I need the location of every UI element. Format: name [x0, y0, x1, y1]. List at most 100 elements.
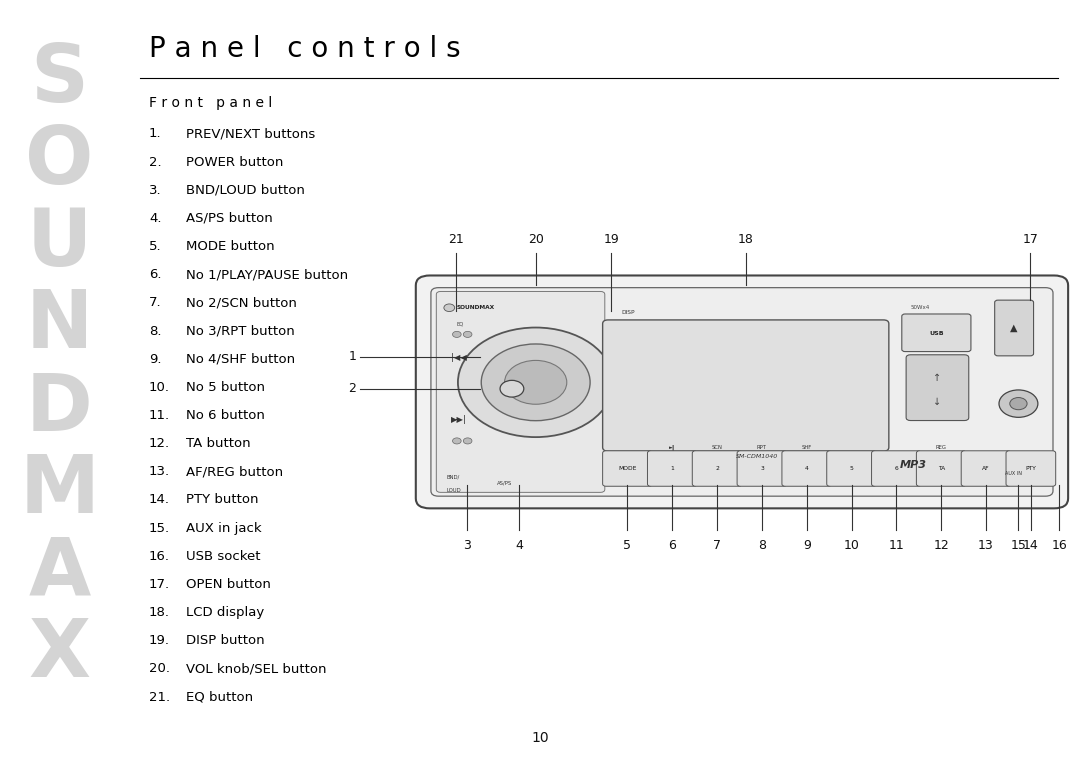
Text: 7: 7	[713, 539, 721, 552]
Text: 13: 13	[978, 539, 994, 552]
Text: MP3: MP3	[900, 460, 927, 470]
Text: 21.: 21.	[149, 690, 171, 704]
Circle shape	[482, 344, 590, 421]
Text: 11.: 11.	[149, 409, 171, 422]
Text: VOL knob/SEL button: VOL knob/SEL button	[186, 662, 326, 676]
Text: 8.: 8.	[149, 324, 162, 338]
Text: 3.: 3.	[149, 183, 162, 197]
Text: SOUNDMAX: SOUNDMAX	[457, 305, 495, 310]
Text: 10: 10	[843, 539, 860, 552]
Circle shape	[453, 438, 461, 444]
Text: 10.: 10.	[149, 380, 170, 394]
Text: 5: 5	[623, 539, 632, 552]
Text: PREV/NEXT buttons: PREV/NEXT buttons	[186, 127, 315, 141]
Text: 2: 2	[715, 466, 719, 471]
Text: 6: 6	[669, 539, 676, 552]
Circle shape	[999, 390, 1038, 417]
Text: 50Wx4: 50Wx4	[910, 305, 930, 310]
Text: PTY: PTY	[1025, 466, 1037, 471]
Text: 4: 4	[515, 539, 524, 552]
Text: BND/: BND/	[446, 475, 459, 479]
Text: 7.: 7.	[149, 296, 162, 310]
Circle shape	[453, 331, 461, 337]
Text: 6.: 6.	[149, 268, 162, 282]
Circle shape	[444, 304, 455, 311]
Text: ▲: ▲	[1011, 323, 1017, 333]
Circle shape	[463, 331, 472, 337]
Text: SCN: SCN	[712, 445, 723, 450]
Text: M: M	[19, 452, 99, 530]
FancyBboxPatch shape	[782, 451, 832, 486]
Text: 3: 3	[462, 539, 471, 552]
Text: X: X	[28, 616, 91, 694]
Text: LOUD: LOUD	[446, 489, 461, 493]
Text: USB: USB	[929, 331, 944, 336]
Text: 15: 15	[1011, 539, 1026, 552]
Text: EQ button: EQ button	[186, 690, 253, 704]
Text: 11: 11	[889, 539, 904, 552]
Text: 5: 5	[850, 466, 853, 471]
Text: LCD display: LCD display	[186, 606, 264, 619]
Text: No 2/SCN button: No 2/SCN button	[186, 296, 297, 310]
FancyBboxPatch shape	[917, 451, 967, 486]
FancyBboxPatch shape	[872, 451, 921, 486]
Text: 10: 10	[531, 731, 549, 745]
Text: AF: AF	[982, 466, 990, 471]
Text: N: N	[26, 288, 93, 365]
Text: P a n e l   c o n t r o l s: P a n e l c o n t r o l s	[149, 35, 461, 62]
Text: No 1/PLAY/PAUSE button: No 1/PLAY/PAUSE button	[186, 268, 348, 282]
Text: SHF: SHF	[801, 445, 812, 450]
Text: 14.: 14.	[149, 493, 170, 507]
Text: 17: 17	[1023, 233, 1038, 247]
Text: 19.: 19.	[149, 634, 170, 648]
Text: No 5 button: No 5 button	[186, 380, 265, 394]
Text: 5.: 5.	[149, 240, 162, 253]
Text: MODE button: MODE button	[186, 240, 274, 253]
FancyBboxPatch shape	[648, 451, 698, 486]
Text: 3: 3	[760, 466, 764, 471]
Text: 1: 1	[349, 350, 356, 363]
Text: 19: 19	[604, 233, 619, 247]
Text: 20: 20	[528, 233, 543, 247]
Text: BND/LOUD button: BND/LOUD button	[186, 183, 305, 197]
Text: 16.: 16.	[149, 549, 170, 563]
Text: 4.: 4.	[149, 212, 162, 225]
Text: TA button: TA button	[186, 437, 251, 451]
Text: 1.: 1.	[149, 127, 162, 141]
FancyBboxPatch shape	[416, 275, 1068, 508]
Circle shape	[458, 327, 613, 437]
Text: 13.: 13.	[149, 465, 171, 479]
Text: AS/PS button: AS/PS button	[186, 212, 272, 225]
Text: 16: 16	[1052, 539, 1067, 552]
Text: D: D	[26, 370, 93, 447]
Text: No 3/RPT button: No 3/RPT button	[186, 324, 295, 338]
Text: MODE: MODE	[618, 466, 637, 471]
Text: DISP button: DISP button	[186, 634, 265, 648]
FancyBboxPatch shape	[692, 451, 742, 486]
Text: POWER button: POWER button	[186, 155, 283, 169]
Text: PTY button: PTY button	[186, 493, 258, 507]
Text: 20.: 20.	[149, 662, 170, 676]
Text: 18: 18	[738, 233, 754, 247]
Text: 9: 9	[802, 539, 811, 552]
Text: ▶▶|: ▶▶|	[451, 415, 468, 424]
Text: 4: 4	[805, 466, 809, 471]
FancyBboxPatch shape	[995, 300, 1034, 356]
Text: U: U	[27, 205, 92, 283]
Text: ►‖: ►‖	[669, 444, 676, 450]
Text: No 4/SHF button: No 4/SHF button	[186, 352, 295, 366]
FancyBboxPatch shape	[436, 291, 605, 492]
Text: ↓: ↓	[933, 396, 942, 406]
Text: 17.: 17.	[149, 578, 171, 591]
Circle shape	[463, 438, 472, 444]
FancyBboxPatch shape	[431, 288, 1053, 496]
Text: AF/REG button: AF/REG button	[186, 465, 283, 479]
Text: 15.: 15.	[149, 521, 171, 535]
FancyBboxPatch shape	[902, 314, 971, 352]
Text: TA: TA	[937, 466, 945, 471]
FancyBboxPatch shape	[961, 451, 1011, 486]
Text: O: O	[25, 123, 94, 201]
FancyBboxPatch shape	[737, 451, 787, 486]
Text: AS/PS: AS/PS	[497, 481, 512, 486]
Text: REG: REG	[935, 445, 947, 450]
